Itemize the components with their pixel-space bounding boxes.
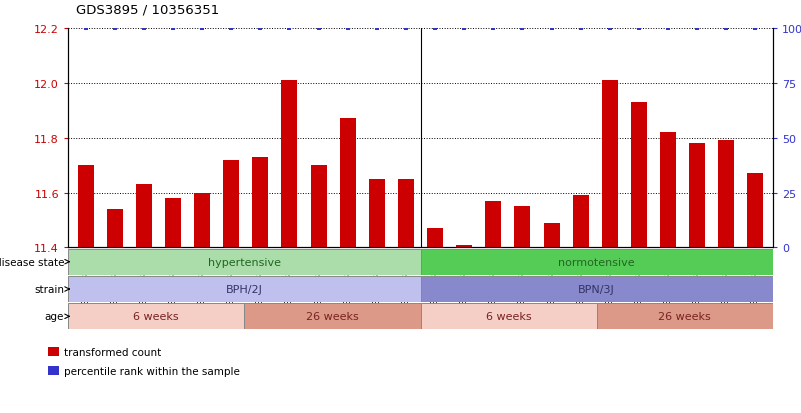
Text: BPN/3J: BPN/3J (578, 284, 615, 294)
Bar (597, 304, 773, 330)
Bar (421, 276, 773, 302)
Bar (718, 141, 735, 248)
Point (341, 26, 354, 32)
Bar (281, 81, 297, 248)
Text: 26 weeks: 26 weeks (658, 311, 711, 322)
Point (108, 26, 121, 32)
Text: 6 weeks: 6 weeks (134, 311, 179, 322)
Point (138, 26, 151, 32)
Bar (485, 201, 501, 248)
Point (574, 26, 587, 32)
Text: BPH/2J: BPH/2J (226, 284, 263, 294)
Text: age: age (45, 311, 64, 322)
Point (545, 26, 558, 32)
Point (720, 26, 733, 32)
Bar (107, 209, 123, 248)
Bar (194, 193, 210, 248)
Text: GDS3895 / 10356351: GDS3895 / 10356351 (76, 4, 219, 17)
Point (79, 26, 92, 32)
Bar (631, 103, 647, 248)
Bar (368, 179, 384, 248)
Bar (660, 133, 676, 248)
Text: strain: strain (34, 284, 64, 294)
Point (516, 26, 529, 32)
Bar (514, 207, 530, 248)
Bar (49, 366, 59, 375)
Bar (223, 160, 239, 248)
Point (225, 26, 238, 32)
Bar (165, 199, 181, 248)
Point (487, 26, 500, 32)
Bar (747, 174, 763, 248)
Bar (244, 304, 421, 330)
Bar (689, 144, 705, 248)
Bar (427, 229, 443, 248)
Point (633, 26, 646, 32)
Text: hypertensive: hypertensive (207, 257, 281, 267)
Bar (136, 185, 152, 248)
Bar (421, 304, 597, 330)
Text: normotensive: normotensive (558, 257, 635, 267)
Text: 6 weeks: 6 weeks (486, 311, 531, 322)
Text: transformed count: transformed count (64, 347, 161, 357)
Bar (421, 249, 773, 275)
Point (690, 26, 703, 32)
Point (400, 26, 413, 32)
Point (195, 26, 208, 32)
Point (254, 26, 267, 32)
Bar (311, 166, 327, 248)
Point (283, 26, 296, 32)
Bar (68, 249, 421, 275)
Bar (340, 119, 356, 248)
Bar (68, 276, 421, 302)
Bar (78, 166, 94, 248)
Point (458, 26, 471, 32)
Bar (398, 179, 414, 248)
Bar (68, 304, 244, 330)
Point (749, 26, 762, 32)
Bar (457, 245, 473, 248)
Point (312, 26, 325, 32)
Bar (602, 81, 618, 248)
Bar (573, 196, 589, 248)
Point (370, 26, 383, 32)
Point (603, 26, 616, 32)
Text: disease state: disease state (0, 257, 64, 267)
Text: percentile rank within the sample: percentile rank within the sample (64, 366, 239, 376)
Point (167, 26, 179, 32)
Point (662, 26, 674, 32)
Bar (49, 347, 59, 356)
Bar (252, 157, 268, 248)
Point (429, 26, 441, 32)
Bar (544, 223, 560, 248)
Text: 26 weeks: 26 weeks (306, 311, 359, 322)
